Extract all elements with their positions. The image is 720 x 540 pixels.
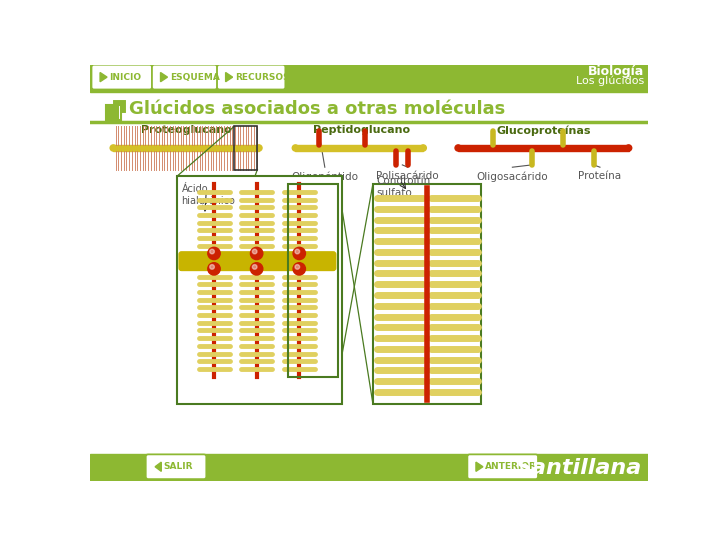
FancyBboxPatch shape [467,455,538,479]
Polygon shape [225,72,233,82]
FancyBboxPatch shape [145,455,206,479]
Circle shape [253,265,257,269]
FancyBboxPatch shape [152,65,217,90]
Bar [287,184,338,377]
Polygon shape [161,72,168,82]
Text: Oligosacárido: Oligosacárido [477,171,548,181]
Circle shape [455,145,462,151]
Bar [295,145,423,151]
Circle shape [256,145,262,151]
Polygon shape [155,462,161,471]
FancyBboxPatch shape [217,65,285,90]
Text: Ácido
hialurónico: Ácido hialurónico [181,184,235,206]
Circle shape [295,249,300,254]
Circle shape [293,247,305,260]
Circle shape [210,265,215,269]
Bar [113,145,259,151]
Text: Los glúcidos: Los glúcidos [576,76,644,86]
Polygon shape [100,72,107,82]
Circle shape [251,262,263,275]
FancyBboxPatch shape [107,106,120,119]
Polygon shape [476,462,483,471]
Text: Polisacárido: Polisacárido [377,171,439,181]
Circle shape [292,145,299,151]
Text: Oligopéptido: Oligopéptido [292,171,359,181]
Circle shape [210,249,215,254]
Circle shape [293,262,305,275]
Circle shape [420,145,426,151]
Bar [373,184,482,403]
Text: Biología: Biología [588,65,644,78]
Bar [458,145,629,151]
Text: Condroitín
sulfato: Condroitín sulfato [377,177,431,198]
Circle shape [295,265,300,269]
Circle shape [208,262,220,275]
Circle shape [208,247,220,260]
Circle shape [626,145,631,151]
FancyBboxPatch shape [106,105,121,120]
Text: INICIO: INICIO [109,72,142,82]
Text: Santillana: Santillana [516,457,642,477]
Circle shape [110,145,117,151]
Circle shape [253,249,257,254]
Text: Proteoglucano: Proteoglucano [140,125,231,135]
Bar [177,177,342,403]
Bar [90,454,648,481]
Text: Glucoproteínas: Glucoproteínas [496,125,590,136]
Text: ESQUEMA: ESQUEMA [170,72,220,82]
FancyBboxPatch shape [179,251,336,271]
Text: SALIR: SALIR [163,462,193,471]
FancyBboxPatch shape [91,65,152,90]
Text: RECURSOS: RECURSOS [235,72,289,82]
Bar [90,65,648,92]
FancyBboxPatch shape [112,99,127,114]
Circle shape [251,247,263,260]
Text: Glúcidos asociados a otras moléculas: Glúcidos asociados a otras moléculas [129,100,505,118]
Text: ANTERIOR: ANTERIOR [485,462,537,471]
Text: Peptidoglucano: Peptidoglucano [312,125,410,135]
Text: Proteína: Proteína [578,171,621,181]
Bar [234,126,258,170]
